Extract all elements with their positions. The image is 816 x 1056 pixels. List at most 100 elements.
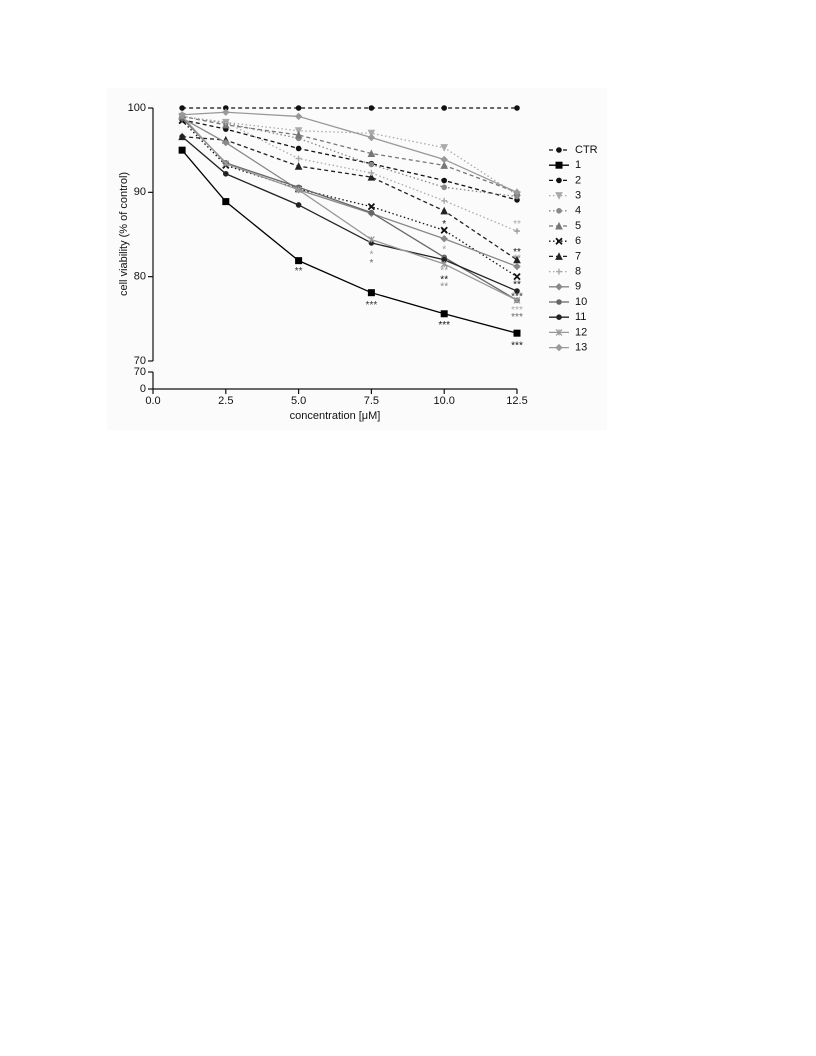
series-line <box>181 136 518 292</box>
marker <box>222 198 230 206</box>
significance-label: ** <box>513 247 521 258</box>
legend-marker <box>555 192 563 200</box>
marker <box>222 108 230 116</box>
legend-label: 7 <box>575 250 581 262</box>
legend-label: 13 <box>575 342 587 354</box>
legend-marker <box>556 208 562 214</box>
series-line <box>182 115 518 198</box>
marker <box>440 206 449 215</box>
series-line <box>181 149 518 334</box>
significance-label: *** <box>511 292 523 303</box>
marker <box>295 155 302 162</box>
significance-label: *** <box>511 312 523 323</box>
marker <box>368 169 375 176</box>
significance-label: * <box>369 258 373 269</box>
legend-label: 6 <box>575 235 581 247</box>
significance-label: *** <box>511 340 523 351</box>
marker <box>513 296 521 304</box>
y-tick-label: 70 <box>134 366 146 378</box>
significance-label: ** <box>513 254 521 265</box>
marker <box>295 105 302 111</box>
marker <box>295 257 303 265</box>
x-axis-label: concentration [μM] <box>290 410 381 422</box>
series-line <box>181 117 518 268</box>
marker <box>178 111 186 119</box>
series-line <box>181 115 518 193</box>
series-line <box>182 111 518 193</box>
significance-label: ** <box>440 275 448 286</box>
significance-label: * <box>515 227 519 238</box>
marker <box>294 127 303 135</box>
significance-label: ** <box>440 265 448 276</box>
marker <box>368 161 375 168</box>
y-tick-label: 0 <box>140 383 146 395</box>
marker <box>222 119 229 126</box>
marker <box>441 197 448 204</box>
marker <box>513 329 521 337</box>
significance-label: * <box>442 219 446 230</box>
legend-marker <box>556 147 562 153</box>
significance-label: *** <box>438 320 450 331</box>
y-tick-label: 80 <box>134 271 146 283</box>
legend-marker <box>556 314 562 321</box>
legend-marker <box>555 237 563 245</box>
legend-marker <box>555 252 563 260</box>
marker <box>367 203 376 211</box>
marker <box>513 188 521 197</box>
marker <box>367 173 376 181</box>
x-tick-label: 5.0 <box>291 395 306 407</box>
significance-label: * <box>442 244 446 255</box>
significance-label: * <box>369 249 373 260</box>
significance-label: ** <box>513 219 521 230</box>
legend-label: 8 <box>575 266 581 278</box>
marker <box>440 155 448 164</box>
marker <box>513 255 521 264</box>
significance-label: *** <box>511 305 523 316</box>
legend-label: 1 <box>575 159 581 171</box>
marker <box>440 144 449 152</box>
legend-label: 3 <box>575 190 581 202</box>
marker <box>441 177 448 184</box>
marker <box>294 130 303 139</box>
marker <box>179 133 185 140</box>
marker <box>440 226 448 234</box>
marker <box>441 184 448 191</box>
marker <box>367 236 375 243</box>
marker <box>223 170 229 177</box>
marker <box>368 105 375 111</box>
marker <box>294 162 303 170</box>
marker <box>513 262 521 271</box>
marker <box>440 161 449 169</box>
legend-marker <box>555 328 563 336</box>
y-tick-label: 90 <box>134 186 146 198</box>
legend-marker <box>555 161 563 169</box>
marker <box>295 145 302 152</box>
marker <box>514 105 520 111</box>
marker <box>295 186 303 194</box>
marker <box>513 273 521 281</box>
x-tick-label: 12.5 <box>506 395 527 407</box>
significance-label: ** <box>295 266 303 277</box>
marker <box>178 146 186 154</box>
legend-label: 2 <box>575 174 581 186</box>
legend-label: 9 <box>575 281 581 293</box>
series-line <box>182 136 518 261</box>
marker <box>440 310 448 318</box>
marker <box>367 129 376 138</box>
marker <box>295 202 302 208</box>
legend-marker <box>555 283 563 291</box>
x-tick-label: 0.0 <box>145 395 160 407</box>
marker <box>179 105 185 111</box>
x-tick-label: 7.5 <box>364 395 379 407</box>
legend-marker <box>555 343 563 352</box>
significance-label: ** <box>440 281 448 292</box>
legend-label: 12 <box>575 326 587 338</box>
marker <box>441 105 448 111</box>
y-tick-label: 100 <box>128 102 146 114</box>
legend-label: 5 <box>575 220 581 232</box>
series-line <box>181 119 518 201</box>
marker <box>222 138 230 147</box>
marker <box>440 260 448 268</box>
legend-label: 11 <box>575 311 586 323</box>
